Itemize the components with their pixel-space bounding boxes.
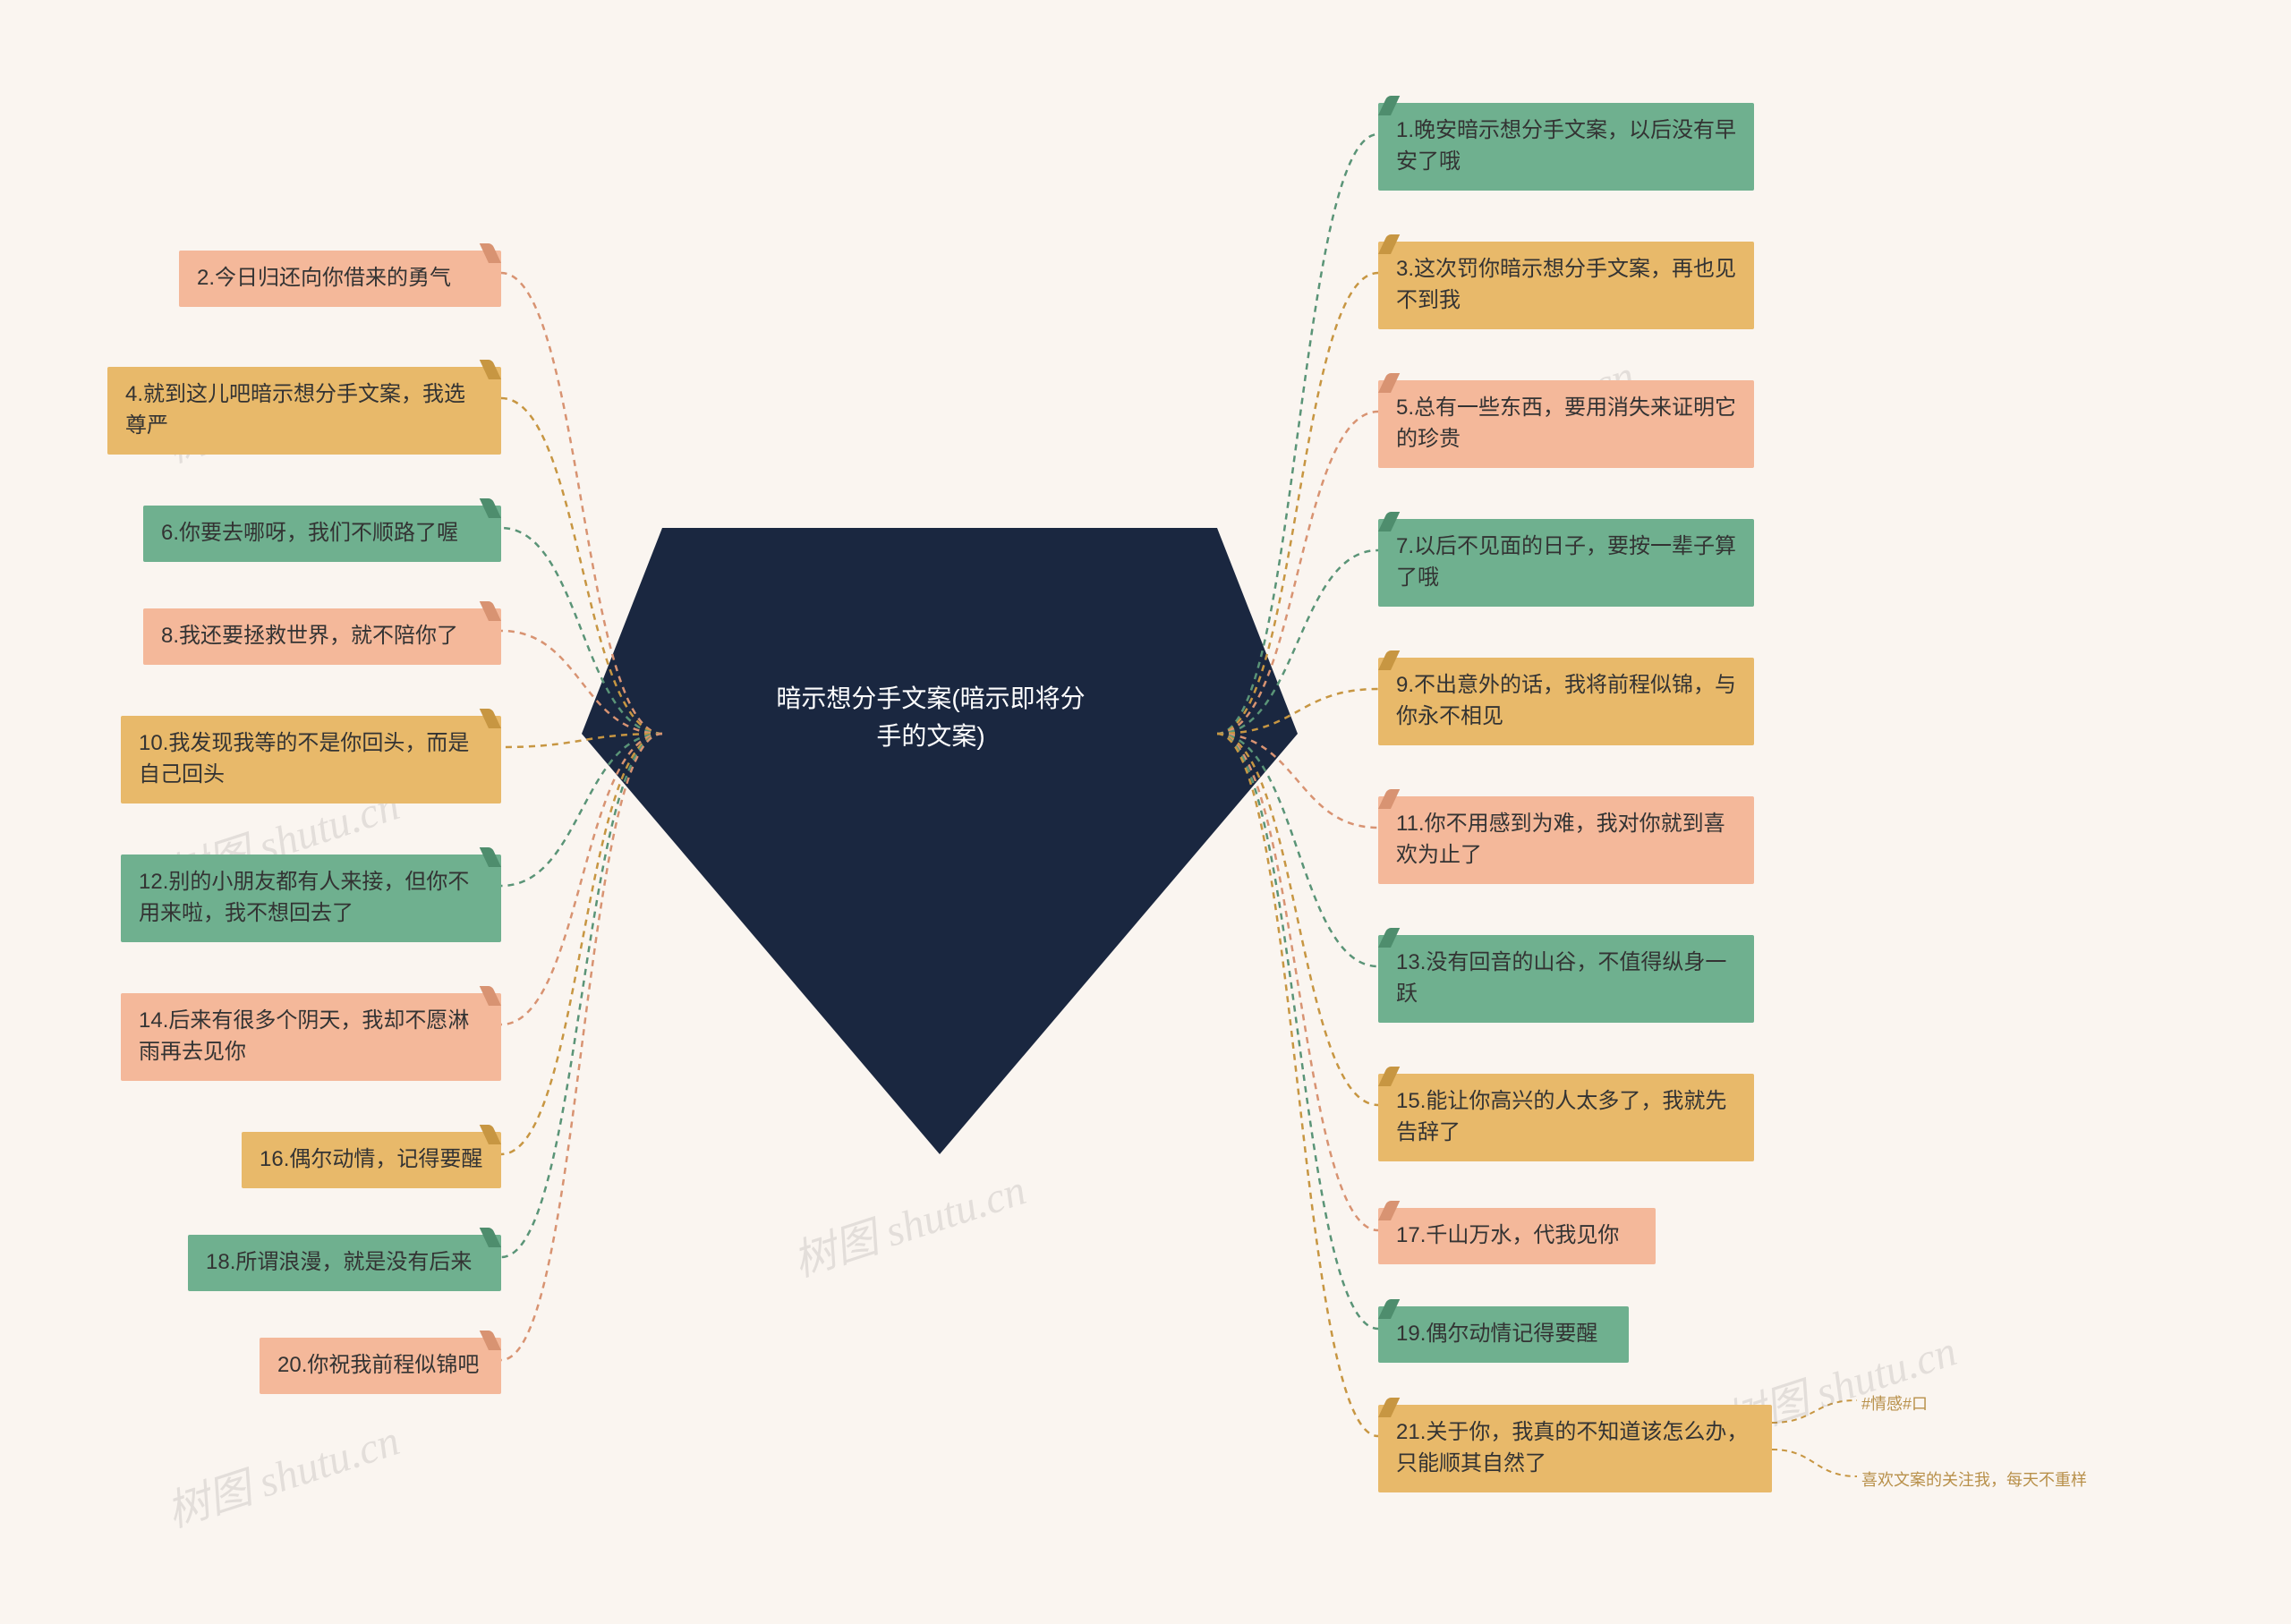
node-text: 13.没有回音的山谷，不值得纵身一跃 [1396,950,1726,1006]
node-n1: 1.晚安暗示想分手文案，以后没有早安了哦 [1378,103,1754,191]
node-n21: 21.关于你，我真的不知道该怎么办，只能顺其自然了 [1378,1405,1772,1492]
node-n11: 11.你不用感到为难，我对你就到喜欢为止了 [1378,796,1754,884]
subnote-connector [1772,1450,1857,1476]
connector [501,734,662,1360]
center-node: 暗示想分手文案(暗示即将分手的文案) [770,680,1092,755]
node-text: 6.你要去哪呀，我们不顺路了喔 [161,521,458,545]
node-n8: 8.我还要拯救世界，就不陪你了 [143,608,501,665]
connector [501,734,662,1257]
node-n16: 16.偶尔动情，记得要醒 [242,1132,501,1188]
connector [1217,734,1378,1230]
node-text: 20.你祝我前程似锦吧 [277,1353,479,1377]
node-text: 21.关于你，我真的不知道该怎么办，只能顺其自然了 [1396,1420,1748,1475]
subnote: #情感#口 [1861,1391,1928,1415]
node-text: 1.晚安暗示想分手文案，以后没有早安了哦 [1396,118,1736,174]
node-n18: 18.所谓浪漫，就是没有后来 [188,1235,501,1291]
center-shape [582,528,1298,1154]
center-text: 暗示想分手文案(暗示即将分手的文案) [776,684,1085,750]
node-n7: 7.以后不见面的日子，要按一辈子算了哦 [1378,519,1754,607]
node-text: 8.我还要拯救世界，就不陪你了 [161,624,458,648]
node-text: 4.就到这儿吧暗示想分手文案，我选尊严 [125,382,465,438]
node-n10: 10.我发现我等的不是你回头，而是自己回头 [121,716,501,803]
node-text: 19.偶尔动情记得要醒 [1396,1322,1597,1346]
node-n19: 19.偶尔动情记得要醒 [1378,1306,1629,1363]
node-n12: 12.别的小朋友都有人来接，但你不用来啦，我不想回去了 [121,855,501,942]
node-n6: 6.你要去哪呀，我们不顺路了喔 [143,506,501,562]
node-text: 14.后来有很多个阴天，我却不愿淋雨再去见你 [139,1008,469,1064]
node-text: 11.你不用感到为难，我对你就到喜欢为止了 [1396,812,1725,867]
node-text: 10.我发现我等的不是你回头，而是自己回头 [139,731,469,786]
node-n5: 5.总有一些东西，要用消失来证明它的珍贵 [1378,380,1754,468]
node-n4: 4.就到这儿吧暗示想分手文案，我选尊严 [107,367,501,455]
node-n9: 9.不出意外的话，我将前程似锦，与你永不相见 [1378,658,1754,745]
node-n13: 13.没有回音的山谷，不值得纵身一跃 [1378,935,1754,1023]
node-text: 9.不出意外的话，我将前程似锦，与你永不相见 [1396,673,1736,728]
node-n20: 20.你祝我前程似锦吧 [260,1338,501,1394]
node-text: 16.偶尔动情，记得要醒 [260,1147,482,1171]
node-text: 5.总有一些东西，要用消失来证明它的珍贵 [1396,395,1736,451]
node-n2: 2.今日归还向你借来的勇气 [179,251,501,307]
connector [1217,734,1378,1329]
node-text: 15.能让你高兴的人太多了，我就先告辞了 [1396,1089,1726,1144]
subnote: 喜欢文案的关注我，每天不重样 [1861,1467,2087,1491]
node-text: 2.今日归还向你借来的勇气 [197,266,451,290]
node-n3: 3.这次罚你暗示想分手文案，再也见不到我 [1378,242,1754,329]
node-n17: 17.千山万水，代我见你 [1378,1208,1656,1264]
node-text: 18.所谓浪漫，就是没有后来 [206,1250,472,1274]
node-text: 3.这次罚你暗示想分手文案，再也见不到我 [1396,257,1736,312]
connector [1217,734,1378,1436]
node-n15: 15.能让你高兴的人太多了，我就先告辞了 [1378,1074,1754,1161]
node-text: 17.千山万水，代我见你 [1396,1223,1619,1247]
node-text: 12.别的小朋友都有人来接，但你不用来啦，我不想回去了 [139,870,469,925]
node-n14: 14.后来有很多个阴天，我却不愿淋雨再去见你 [121,993,501,1081]
node-text: 7.以后不见面的日子，要按一辈子算了哦 [1396,534,1736,590]
subnote-connector [1772,1400,1857,1423]
